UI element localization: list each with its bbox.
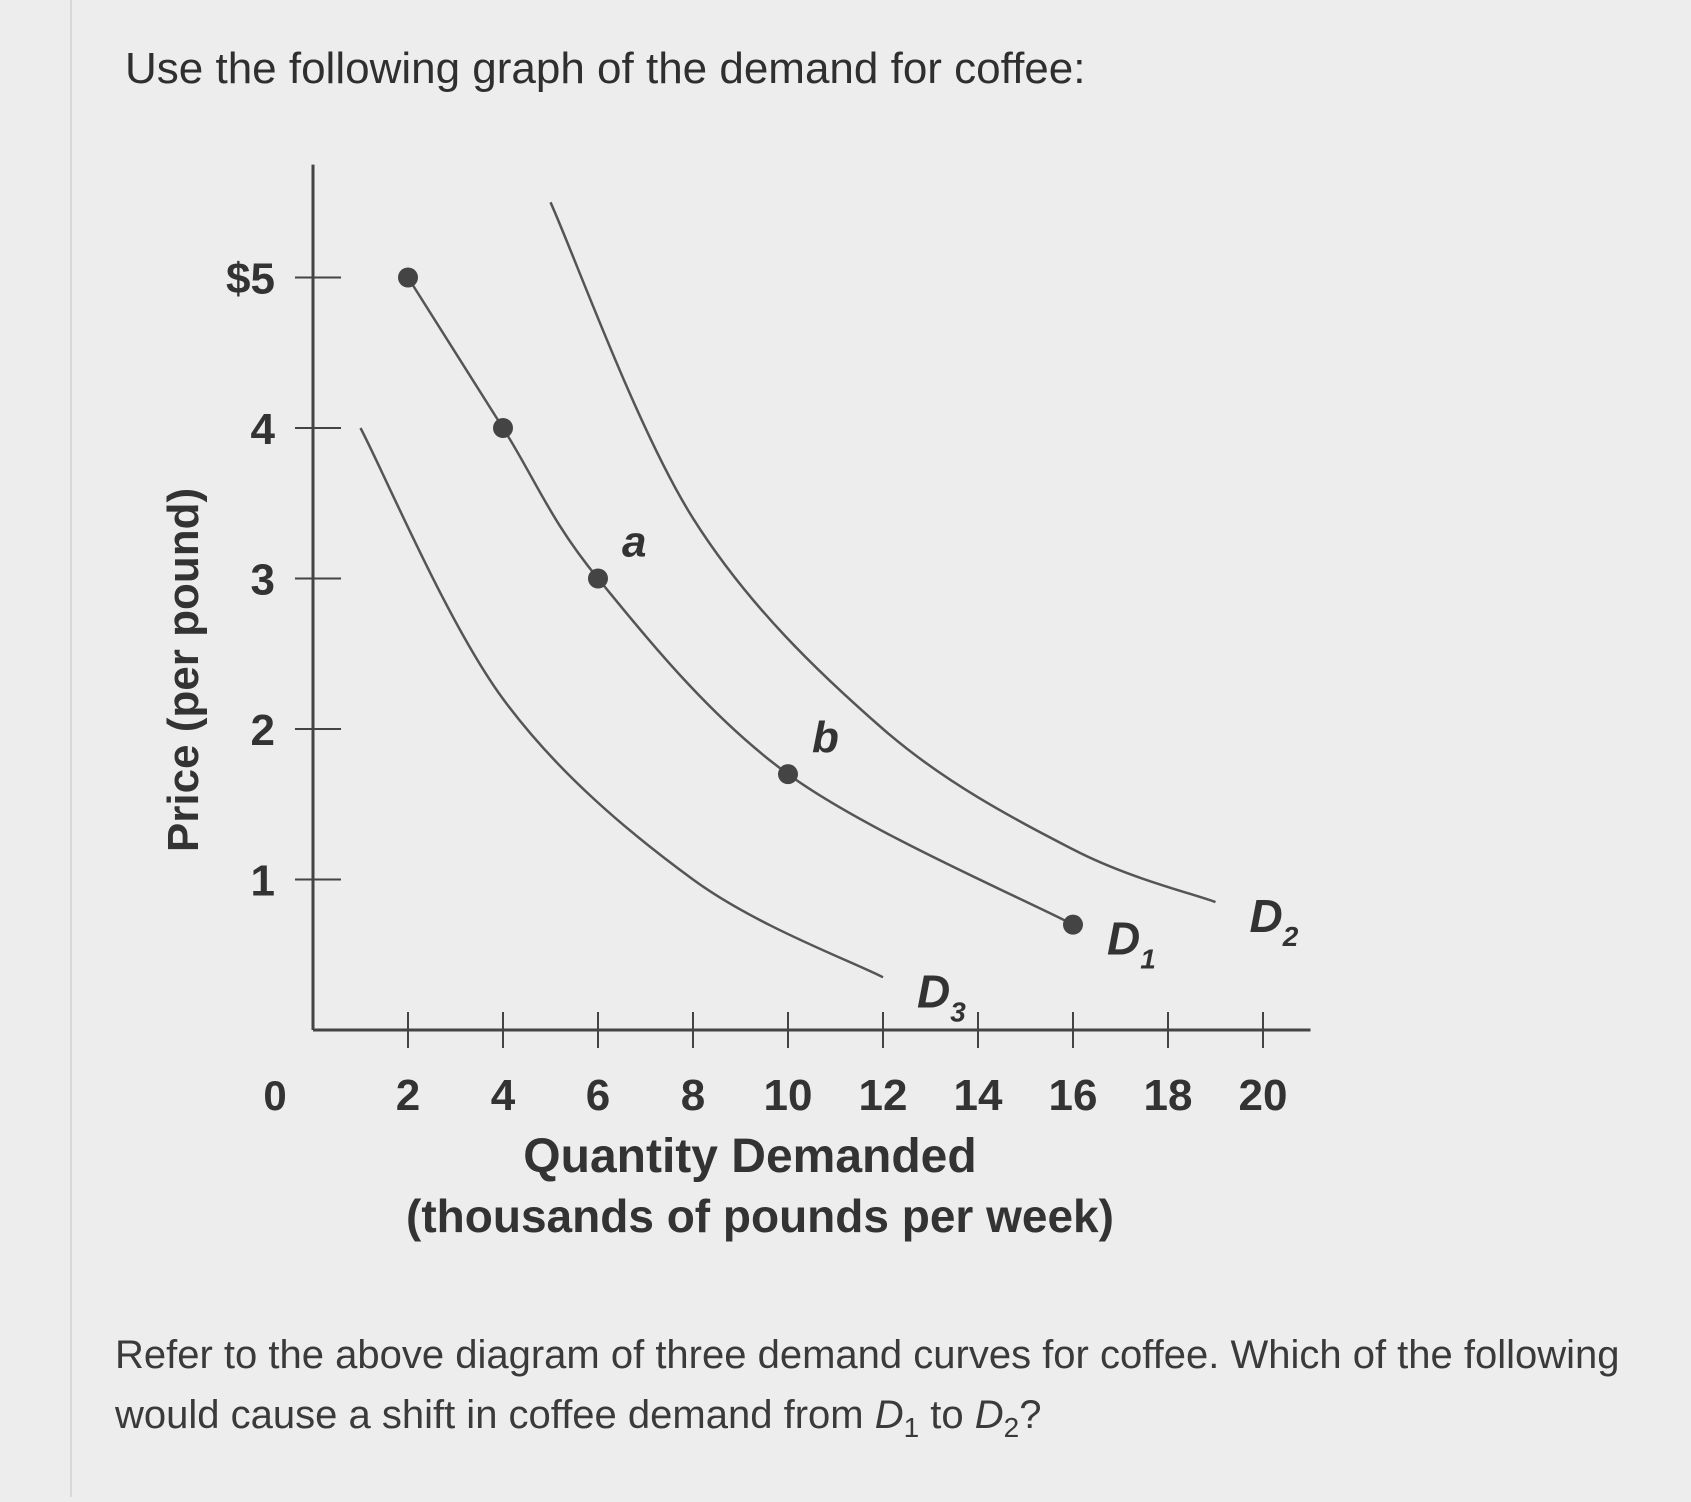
question-d2-sub: 2 bbox=[1003, 1412, 1020, 1443]
page-left-rule bbox=[70, 0, 72, 1497]
x-tick-label: 20 bbox=[1239, 1071, 1288, 1120]
y-tick-label: 4 bbox=[251, 405, 276, 454]
origin-label: 0 bbox=[263, 1072, 286, 1119]
question-d1-letter: D bbox=[874, 1393, 904, 1437]
x-tick-label: 8 bbox=[681, 1071, 705, 1120]
curve-d2 bbox=[549, 201, 1216, 904]
curve-label-subscript: 2 bbox=[1282, 921, 1299, 952]
question-before: Refer to the above diagram of three dema… bbox=[115, 1333, 1620, 1437]
question-text: Refer to the above diagram of three dema… bbox=[115, 1325, 1635, 1458]
point-annotation-b: b bbox=[812, 713, 839, 762]
point-d1 bbox=[398, 267, 418, 288]
y-tick-label: 2 bbox=[251, 706, 275, 755]
point-d1 bbox=[588, 568, 608, 589]
point-annotation-a: a bbox=[622, 518, 646, 567]
x-axis-title: Quantity Demanded bbox=[523, 1130, 976, 1183]
x-tick-label: 6 bbox=[586, 1071, 610, 1120]
curve-label-letter: D bbox=[1250, 890, 1283, 942]
point-d1 bbox=[1063, 914, 1083, 935]
curve-label-d2: D2 bbox=[1250, 890, 1299, 952]
question-middle: to bbox=[919, 1393, 975, 1437]
curve-label-letter: D bbox=[1107, 913, 1140, 965]
x-tick-label: 12 bbox=[859, 1071, 908, 1120]
curve-d1 bbox=[406, 276, 1074, 926]
curve-label-subscript: 1 bbox=[1140, 944, 1156, 975]
point-d1 bbox=[778, 764, 798, 785]
point-d1 bbox=[493, 418, 513, 438]
question-after: ? bbox=[1019, 1393, 1042, 1437]
question-d1-sub: 1 bbox=[903, 1412, 920, 1443]
x-axis-subtitle: (thousands of pounds per week) bbox=[406, 1190, 1114, 1242]
curve-label-d3: D3 bbox=[917, 965, 966, 1027]
curve-label-letter: D bbox=[917, 965, 950, 1017]
y-axis-title: Price (per pound) bbox=[159, 488, 208, 852]
x-tick-label: 10 bbox=[764, 1071, 813, 1120]
y-tick-label: $5 bbox=[226, 255, 275, 304]
x-tick-label: 4 bbox=[491, 1071, 516, 1120]
x-tick-label: 18 bbox=[1144, 1071, 1193, 1120]
curve-label-subscript: 3 bbox=[950, 996, 966, 1027]
curve-label-d1: D1 bbox=[1107, 913, 1156, 975]
curve-d3 bbox=[359, 427, 884, 979]
y-tick-label: 3 bbox=[251, 556, 275, 605]
x-tick-label: 2 bbox=[396, 1071, 420, 1120]
question-intro: Use the following graph of the demand fo… bbox=[125, 44, 1086, 93]
x-tick-label: 16 bbox=[1049, 1071, 1098, 1120]
x-tick-label: 14 bbox=[954, 1071, 1003, 1120]
question-d2-letter: D bbox=[974, 1393, 1004, 1437]
y-tick-label: 1 bbox=[251, 857, 275, 906]
